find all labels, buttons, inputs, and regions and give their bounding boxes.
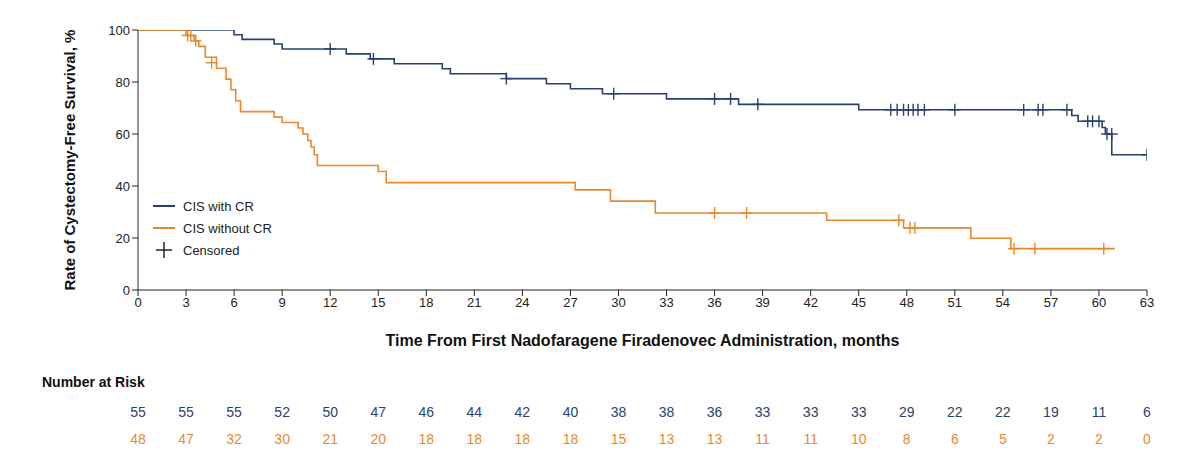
html-text:55: 55 bbox=[178, 404, 194, 420]
html-text:11: 11 bbox=[755, 431, 770, 447]
svg-text:21: 21 bbox=[467, 295, 481, 310]
svg-text:36: 36 bbox=[707, 295, 721, 310]
html-text:38: 38 bbox=[658, 404, 675, 420]
html-text:50: 50 bbox=[322, 404, 338, 420]
svg-text:6: 6 bbox=[230, 295, 237, 310]
html-text:20: 20 bbox=[370, 431, 386, 447]
svg-text:30: 30 bbox=[611, 295, 625, 310]
html-text:19: 19 bbox=[1043, 404, 1059, 420]
svg-text:Time From First Nadofaragene F: Time From First Nadofaragene Firadenovec… bbox=[386, 332, 900, 349]
html-text:Number at Risk: Number at Risk bbox=[42, 374, 145, 390]
html-text:55: 55 bbox=[226, 404, 242, 420]
html-text:Censored: Censored bbox=[183, 242, 240, 258]
svg-text:40: 40 bbox=[116, 179, 130, 194]
html-text:6: 6 bbox=[1143, 404, 1151, 420]
html-text:21: 21 bbox=[322, 431, 338, 447]
html-text:52: 52 bbox=[274, 404, 290, 420]
html-text:8: 8 bbox=[902, 431, 911, 447]
html-text:5: 5 bbox=[998, 431, 1007, 447]
html-text:32: 32 bbox=[226, 431, 242, 447]
html-text:15: 15 bbox=[610, 431, 627, 447]
svg-text:33: 33 bbox=[659, 295, 673, 310]
html-text:29: 29 bbox=[899, 404, 915, 420]
svg-text:9: 9 bbox=[279, 295, 286, 310]
html-text:47: 47 bbox=[370, 404, 386, 420]
html-text:40: 40 bbox=[562, 404, 579, 420]
html-text:36: 36 bbox=[706, 404, 723, 420]
svg-text:0: 0 bbox=[134, 295, 141, 310]
svg-text:48: 48 bbox=[900, 295, 914, 310]
html-text:CIS with CR: CIS with CR bbox=[183, 198, 254, 214]
svg-text:0: 0 bbox=[123, 283, 130, 298]
svg-text:Rate of Cystectomy-Free Surviv: Rate of Cystectomy-Free Survival, % bbox=[61, 30, 78, 291]
svg-text:60: 60 bbox=[1092, 295, 1106, 310]
svg-text:80: 80 bbox=[116, 75, 130, 90]
html-text:33: 33 bbox=[754, 404, 771, 420]
svg-text:27: 27 bbox=[563, 295, 577, 310]
svg-text:45: 45 bbox=[851, 295, 865, 310]
html-text:42: 42 bbox=[514, 404, 531, 420]
html-text:13: 13 bbox=[658, 431, 675, 447]
html-text:18: 18 bbox=[562, 431, 579, 447]
svg-text:100: 100 bbox=[108, 23, 130, 38]
html-text:47: 47 bbox=[178, 431, 194, 447]
html-text:48: 48 bbox=[130, 431, 146, 447]
html-text:38: 38 bbox=[610, 404, 627, 420]
html-text:18: 18 bbox=[514, 431, 531, 447]
html-text:6: 6 bbox=[950, 431, 959, 447]
html-text:22: 22 bbox=[995, 404, 1011, 420]
svg-text:20: 20 bbox=[116, 231, 130, 246]
html-text:33: 33 bbox=[850, 404, 867, 420]
svg-text:54: 54 bbox=[996, 295, 1010, 310]
svg-text:18: 18 bbox=[419, 295, 433, 310]
html-text:46: 46 bbox=[418, 404, 435, 420]
html-text:11: 11 bbox=[803, 431, 818, 447]
svg-text:12: 12 bbox=[323, 295, 337, 310]
html-text:11: 11 bbox=[1091, 404, 1107, 420]
svg-text:51: 51 bbox=[948, 295, 962, 310]
svg-text:60: 60 bbox=[116, 127, 130, 142]
html-text:0: 0 bbox=[1143, 431, 1151, 447]
svg-text:63: 63 bbox=[1140, 295, 1154, 310]
html-text:33: 33 bbox=[802, 404, 819, 420]
svg-text:24: 24 bbox=[515, 295, 529, 310]
svg-text:42: 42 bbox=[803, 295, 817, 310]
svg-text:3: 3 bbox=[182, 295, 189, 310]
html-text:55: 55 bbox=[130, 404, 146, 420]
html-text:10: 10 bbox=[850, 431, 867, 447]
html-text:44: 44 bbox=[466, 404, 483, 420]
svg-text:39: 39 bbox=[755, 295, 769, 310]
html-text:18: 18 bbox=[418, 431, 435, 447]
html-text:2: 2 bbox=[1047, 431, 1055, 447]
html-text:13: 13 bbox=[706, 431, 723, 447]
svg-text:15: 15 bbox=[371, 295, 385, 310]
html-text:2: 2 bbox=[1095, 431, 1103, 447]
html-text:CIS without CR: CIS without CR bbox=[183, 220, 272, 236]
html-text:18: 18 bbox=[466, 431, 483, 447]
html-text:22: 22 bbox=[947, 404, 963, 420]
html-text:30: 30 bbox=[274, 431, 290, 447]
svg-text:57: 57 bbox=[1044, 295, 1058, 310]
